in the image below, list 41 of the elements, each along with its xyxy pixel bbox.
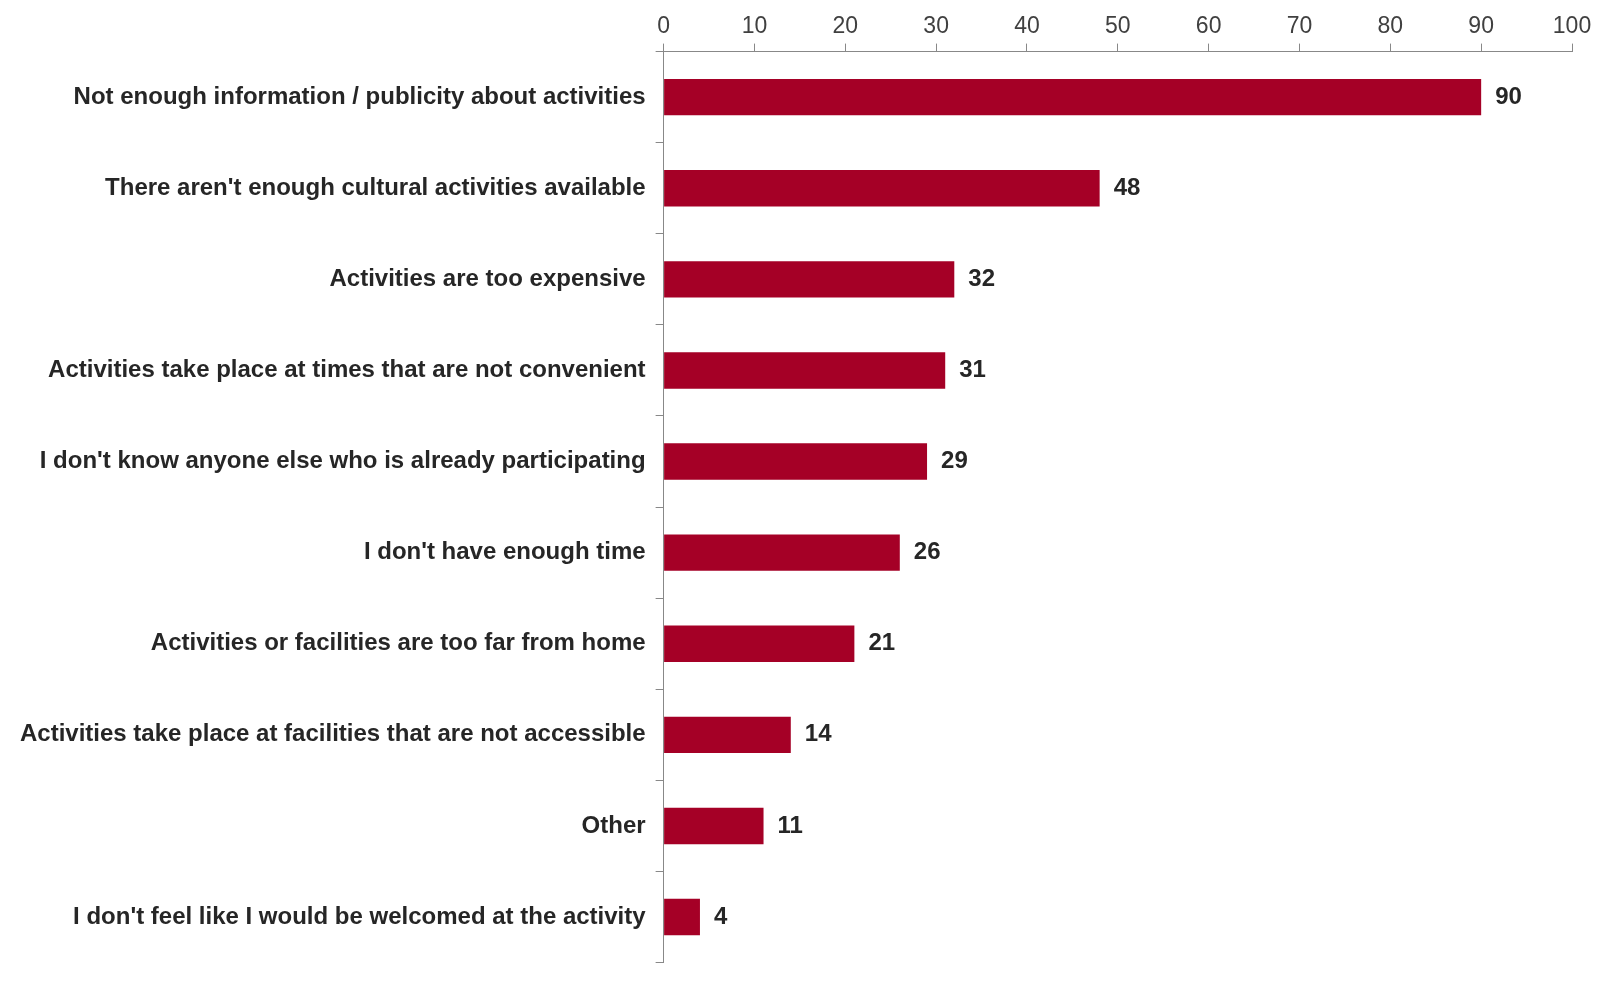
bar — [664, 443, 928, 480]
x-tick-label: 40 — [1014, 12, 1040, 39]
x-tick-label: 0 — [657, 12, 671, 39]
data-label: 32 — [968, 263, 995, 291]
data-label: 4 — [713, 901, 728, 929]
data-label: 21 — [868, 628, 896, 656]
x-tick-label: 100 — [1552, 12, 1592, 39]
x-tick-label: 30 — [923, 12, 949, 39]
x-tick-label: 90 — [1468, 12, 1494, 39]
y-tick-label: There aren't enough cultural activities available — [105, 172, 646, 200]
bar — [664, 625, 855, 662]
x-tick-label: 50 — [1105, 12, 1131, 39]
bar — [664, 352, 946, 389]
bar — [664, 716, 791, 754]
data-label: 11 — [777, 810, 803, 838]
y-tick-label: Activities or facilities are too far from home — [150, 628, 646, 656]
data-label: 14 — [804, 719, 833, 747]
y-tick-label: Activities take place at facilities that are not accessible — [19, 719, 646, 747]
y-tick-label: I don't have enough time — [363, 537, 646, 565]
data-label: 26 — [913, 537, 941, 565]
y-tick-label: I don't know anyone else who is already participating — [39, 446, 646, 474]
x-tick-label: 10 — [741, 12, 768, 39]
data-label: 48 — [1113, 172, 1141, 200]
x-tick-label: 70 — [1286, 12, 1313, 39]
x-tick-label: 60 — [1195, 12, 1222, 39]
y-tick-label: Not enough information / publicity about activities — [73, 81, 646, 109]
y-tick-label: Other — [581, 810, 646, 838]
data-label: 29 — [941, 446, 968, 474]
y-tick-label: Activities take place at times that are not convenient — [48, 355, 646, 383]
data-label: 31 — [959, 355, 986, 383]
bar — [664, 261, 955, 298]
x-tick-label: 80 — [1377, 12, 1404, 39]
bar — [664, 170, 1100, 207]
bar — [664, 534, 900, 571]
bar — [664, 78, 1482, 116]
data-label: 90 — [1495, 81, 1522, 109]
y-tick-label: I don't feel like I would be welcomed at the activity — [73, 901, 647, 929]
y-tick-label: Activities are too expensive — [329, 263, 646, 291]
x-tick-label: 20 — [832, 12, 859, 39]
bar — [664, 807, 764, 845]
bar — [664, 898, 700, 936]
